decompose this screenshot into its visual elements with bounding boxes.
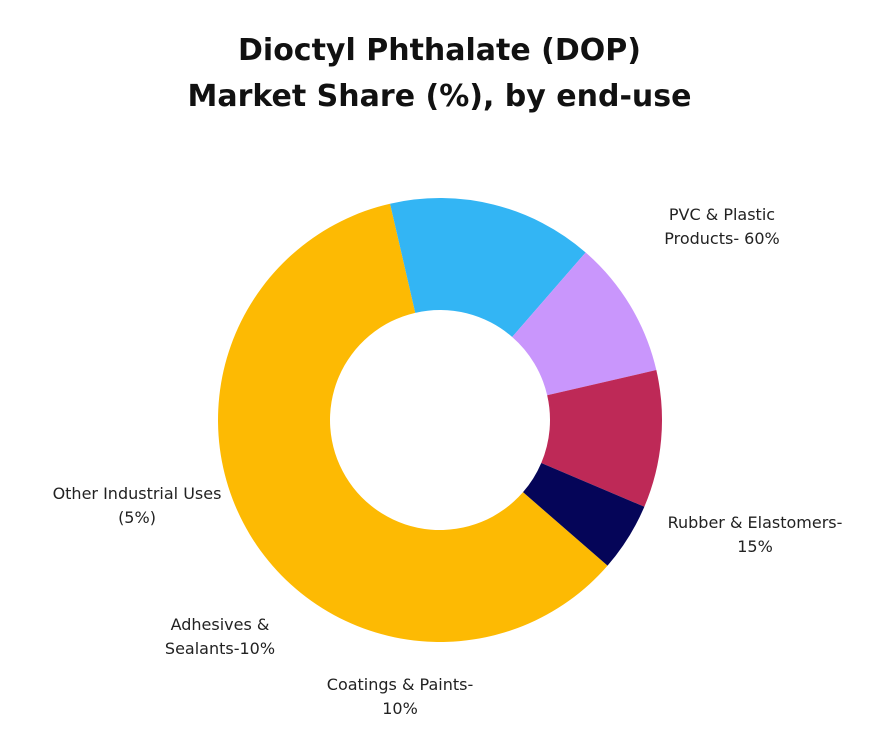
slice-label-coatings-paints: Coatings & Paints- 10% — [290, 673, 510, 721]
chart-title-line-2: Market Share (%), by end-use — [187, 79, 692, 114]
slices-group — [218, 197, 662, 642]
slice-pvc-plastic-products — [218, 203, 608, 642]
slice-label-adhesives-sealants: Adhesives & Sealants-10% — [130, 613, 310, 661]
slice-label-pvc-plastic-line-1: PVC & Plastic — [668, 205, 776, 224]
slice-label-coatings-paints-line-1: Coatings & Paints- — [326, 675, 474, 694]
slice-label-rubber-elastomers: Rubber & Elastomers- 15% — [640, 511, 870, 559]
slice-label-rubber-elastomers-line-2: 15% — [737, 537, 773, 556]
chart-title-line-1: Dioctyl Phthalate (DOP) — [238, 33, 641, 68]
slice-label-other-industrial: Other Industrial Uses (5%) — [22, 482, 252, 530]
slice-coatings-paints — [512, 252, 657, 396]
slice-label-coatings-paints-line-2: 10% — [382, 699, 418, 718]
slice-label-adhesives-sealants-line-2: Sealants-10% — [164, 639, 276, 658]
slice-label-pvc-plastic: PVC & Plastic Products- 60% — [622, 203, 822, 251]
slice-label-pvc-plastic-line-2: Products- 60% — [664, 229, 780, 248]
slice-label-other-industrial-line-1: Other Industrial Uses — [52, 484, 222, 503]
slice-adhesives-sealants — [541, 370, 662, 507]
slice-label-adhesives-sealants-line-1: Adhesives & — [170, 615, 270, 634]
slice-other-industrial-uses — [523, 462, 645, 566]
slice-label-other-industrial-line-2: (5%) — [118, 508, 156, 527]
slice-rubber-elastomers — [390, 197, 586, 337]
slice-label-rubber-elastomers-line-1: Rubber & Elastomers- — [667, 513, 843, 532]
